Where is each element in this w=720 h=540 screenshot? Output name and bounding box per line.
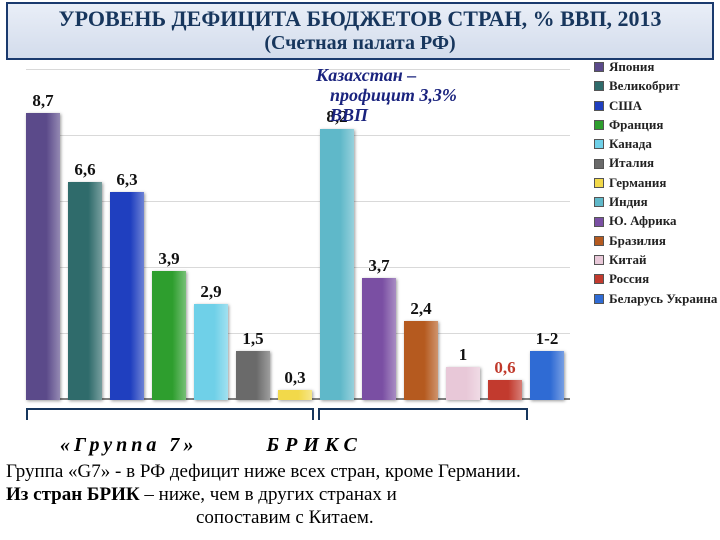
footer-l2b: – ниже, чем в других странах и [140, 484, 397, 505]
bar-fill [278, 390, 312, 400]
bar-fill [68, 182, 102, 400]
annotation-kazakhstan: Казахстан – профицит 3,3% ВВП [316, 66, 457, 125]
legend-label: Китай [609, 253, 646, 267]
group-labels: «Группа 7» БРИКС [20, 434, 363, 457]
legend-item: Беларусь Украина [594, 292, 718, 306]
legend-swatch [594, 120, 604, 130]
grid-line [26, 267, 570, 268]
legend-swatch [594, 139, 604, 149]
bar-label: 2,9 [181, 282, 241, 302]
legend-item: Ю. Африка [594, 214, 718, 228]
legend-label: Франция [609, 118, 663, 132]
bar-label: 0,3 [265, 368, 325, 388]
legend-item: Япония [594, 60, 718, 74]
legend-label: США [609, 99, 642, 113]
legend-item: Германия [594, 176, 718, 190]
bar-fill [194, 304, 228, 400]
bar-fill [26, 113, 60, 400]
bar: 1-2 [530, 351, 564, 401]
title-box: УРОВЕНЬ ДЕФИЦИТА БЮДЖЕТОВ СТРАН, % ВВП, … [6, 2, 714, 60]
legend-item: Канада [594, 137, 718, 151]
bar-label: 1-2 [517, 329, 577, 349]
title-line2: (Счетная палата РФ) [8, 32, 712, 55]
legend-swatch [594, 81, 604, 91]
bar-fill [488, 380, 522, 400]
legend-swatch [594, 236, 604, 246]
bracket-brics [318, 408, 528, 420]
group-g7: «Группа 7» [60, 434, 197, 456]
bar-fill [530, 351, 564, 401]
footer-text: Группа «G7» - в РФ дефицит ниже всех стр… [6, 460, 714, 530]
legend-item: Россия [594, 272, 718, 286]
legend-item: Китай [594, 253, 718, 267]
bar-label: 1,5 [223, 329, 283, 349]
title-line1: УРОВЕНЬ ДЕФИЦИТА БЮДЖЕТОВ СТРАН, % ВВП, … [8, 6, 712, 32]
legend-swatch [594, 274, 604, 284]
bar: 6,6 [68, 182, 102, 400]
bracket-g7 [26, 408, 314, 420]
bar-fill [110, 192, 144, 400]
legend: Япония Великобрит США Франция Канада Италия Ге… [594, 60, 718, 311]
grid-line [26, 135, 570, 136]
legend-label: Индия [609, 195, 648, 209]
legend-item: Бразилия [594, 234, 718, 248]
legend-swatch [594, 101, 604, 111]
legend-item: Индия [594, 195, 718, 209]
legend-label: Беларусь Украина [609, 292, 717, 306]
bar: 8,7 [26, 113, 60, 400]
plot: 8,76,66,33,92,91,50,38,23,72,410,61-2 [26, 70, 570, 400]
chart-area: 8,76,66,33,92,91,50,38,23,72,410,61-2 [8, 62, 588, 424]
annot-l3: ВВП [316, 106, 457, 126]
legend-swatch [594, 255, 604, 265]
legend-label: Великобрит [609, 79, 680, 93]
bar: 0,6 [488, 380, 522, 400]
footer-l1: Группа «G7» - в РФ дефицит ниже всех стр… [6, 461, 521, 482]
legend-swatch [594, 197, 604, 207]
legend-label: Италия [609, 156, 654, 170]
bar-label: 2,4 [391, 299, 451, 319]
legend-swatch [594, 159, 604, 169]
legend-swatch [594, 217, 604, 227]
grid-line [26, 201, 570, 202]
legend-swatch [594, 178, 604, 188]
legend-label: Бразилия [609, 234, 666, 248]
legend-item: Италия [594, 156, 718, 170]
footer-l3: сопоставим с Китаем. [196, 507, 374, 528]
bar-label: 6,3 [97, 170, 157, 190]
bar: 3,7 [362, 278, 396, 400]
legend-item: США [594, 99, 718, 113]
group-brics: БРИКС [266, 434, 362, 456]
bar-label: 3,7 [349, 256, 409, 276]
bar: 0,3 [278, 390, 312, 400]
bar-label: 3,9 [139, 249, 199, 269]
bar-fill [362, 278, 396, 400]
grid-line [26, 69, 570, 70]
legend-item: Великобрит [594, 79, 718, 93]
bar-label: 8,7 [13, 91, 73, 111]
annot-l1: Казахстан – [316, 66, 457, 86]
bar: 2,9 [194, 304, 228, 400]
legend-swatch [594, 294, 604, 304]
legend-item: Франция [594, 118, 718, 132]
footer-l2a: Из стран БРИК [6, 484, 140, 505]
legend-swatch [594, 62, 604, 72]
annot-l2: профицит 3,3% [316, 86, 457, 106]
bar: 6,3 [110, 192, 144, 400]
bar-label: 0,6 [475, 358, 535, 378]
legend-label: Россия [609, 272, 649, 286]
grid-line [26, 333, 570, 334]
legend-label: Канада [609, 137, 652, 151]
legend-label: Ю. Африка [609, 214, 677, 228]
legend-label: Япония [609, 60, 654, 74]
legend-label: Германия [609, 176, 666, 190]
